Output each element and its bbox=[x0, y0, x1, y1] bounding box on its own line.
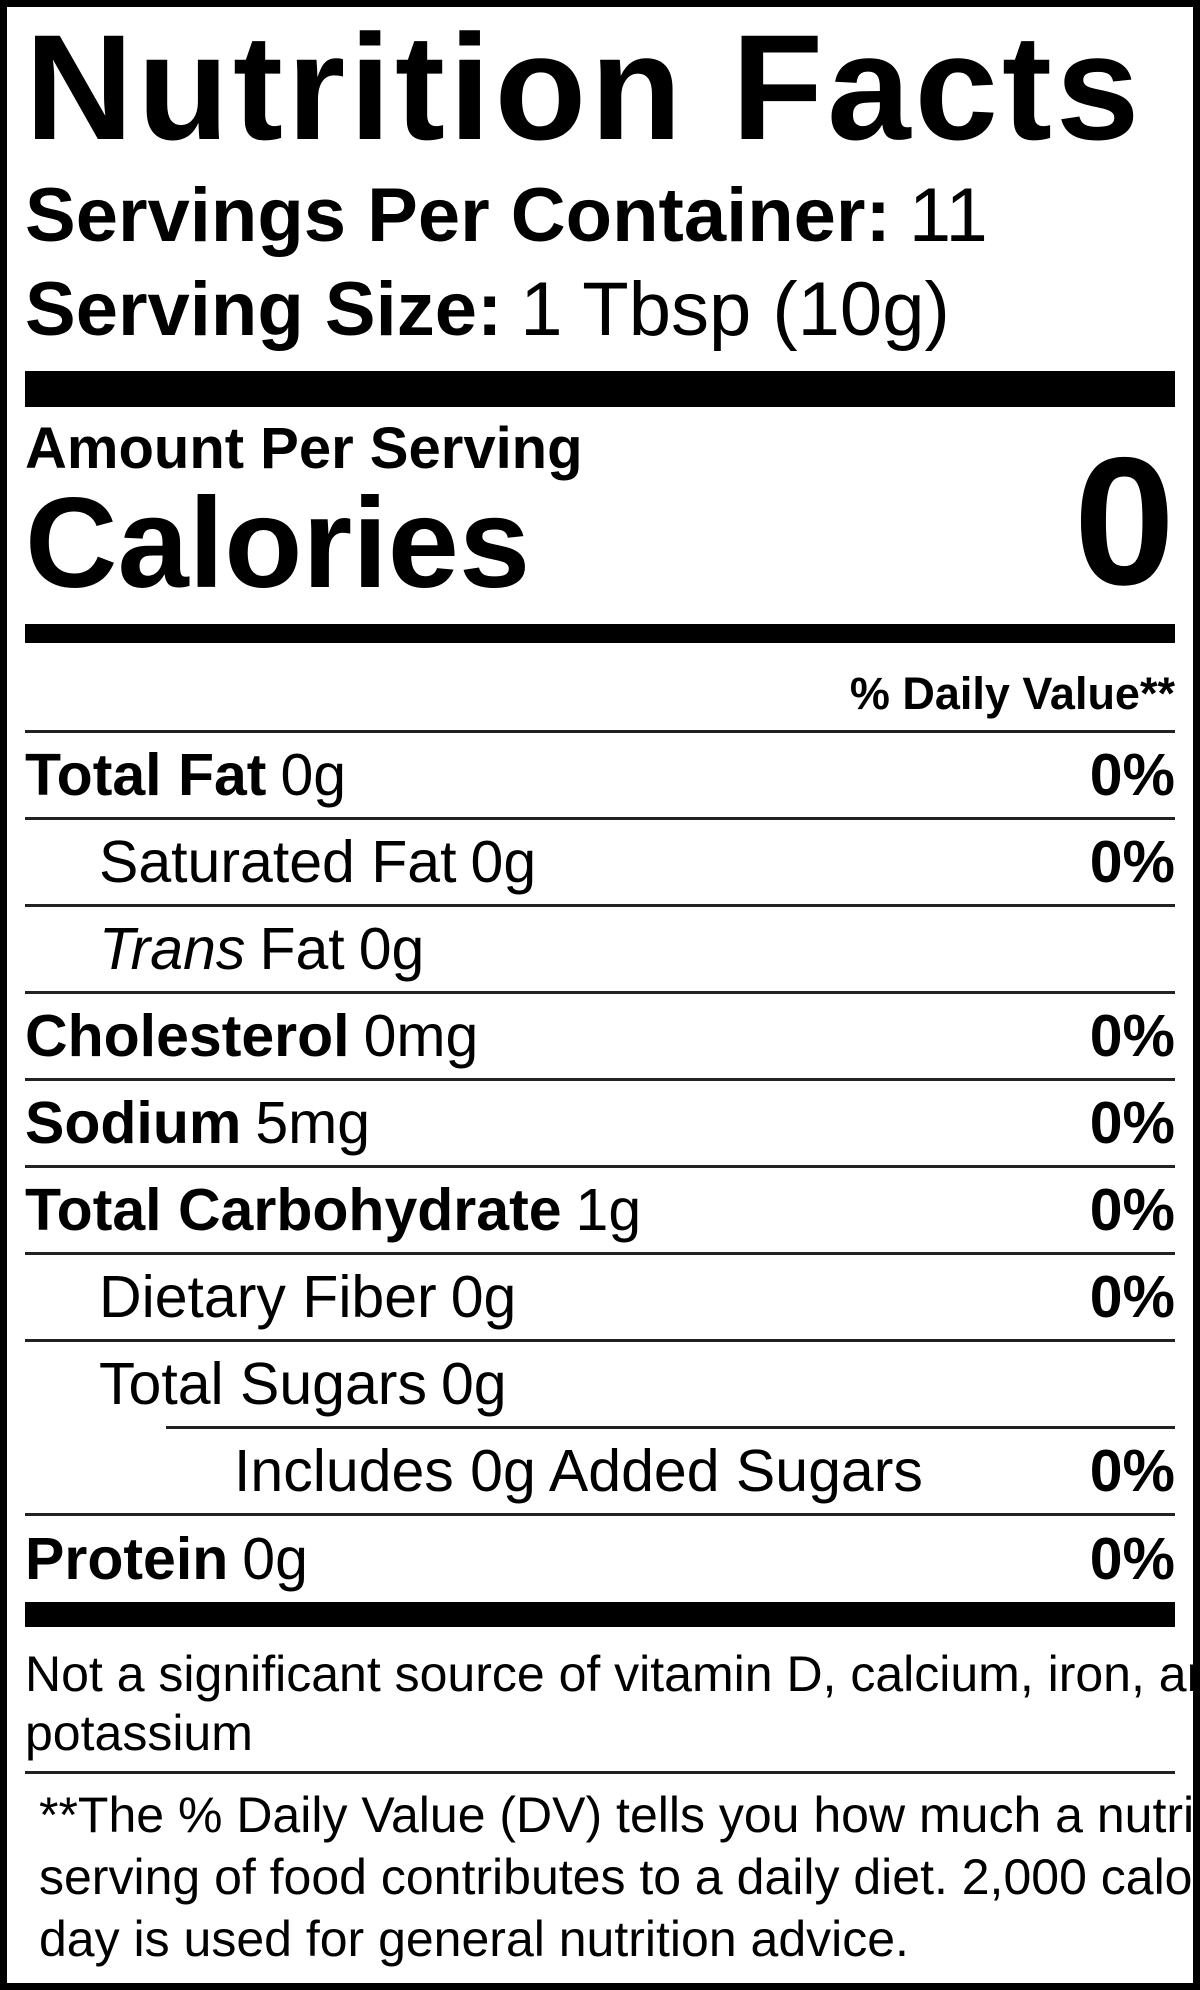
daily-value-cell: 0% bbox=[1089, 829, 1175, 895]
nutrient-name: Dietary Fiber bbox=[99, 1264, 437, 1330]
daily-value-cell: 0% bbox=[1089, 1177, 1175, 1243]
nutrient-amount: 0g bbox=[242, 1526, 308, 1592]
nutrient-amount: 0mg bbox=[363, 1003, 479, 1069]
daily-value-cell: 0% bbox=[1089, 1264, 1175, 1330]
nutrient-name: Fat bbox=[259, 916, 345, 982]
serving-info: Servings Per Container: 11 Serving Size: 1… bbox=[25, 169, 1175, 357]
daily-value-cell: 0% bbox=[1089, 742, 1175, 808]
daily-value-cell: 0% bbox=[1089, 1090, 1175, 1156]
partial-divider bbox=[166, 1426, 1175, 1429]
serving-size-value: 1 Tbsp (10g) bbox=[520, 267, 950, 352]
row-trans-fat: Trans Fat 0g bbox=[25, 907, 1175, 994]
separator-bar-thick-bottom bbox=[25, 1602, 1175, 1627]
calories-label: Calories bbox=[25, 472, 531, 615]
row-protein: Protein 0g 0% bbox=[25, 1516, 1175, 1602]
nutrient-amount: 0g bbox=[440, 1351, 507, 1417]
calories-section: Amount Per Serving Calories 0 bbox=[25, 407, 1175, 612]
servings-per-container-label: Servings Per Container: bbox=[25, 173, 891, 258]
row-total-fat: Total Fat 0g 0% bbox=[25, 733, 1175, 820]
separator-bar-medium bbox=[25, 624, 1175, 643]
row-dietary-fiber: Dietary Fiber 0g 0% bbox=[25, 1255, 1175, 1342]
daily-value-cell: 0% bbox=[1089, 1526, 1175, 1592]
serving-size: Serving Size: 1 Tbsp (10g) bbox=[25, 263, 1175, 357]
servings-per-container-value: 11 bbox=[908, 173, 988, 258]
not-significant-line: potassium bbox=[25, 1705, 253, 1761]
daily-value-cell: 0% bbox=[1089, 1438, 1175, 1504]
daily-value-footnote: **The % Daily Value (DV) tells you how m… bbox=[25, 1784, 1200, 1970]
nutrient-amount: 1g bbox=[575, 1177, 642, 1243]
footnote-line: serving of food contributes to a daily d… bbox=[39, 1849, 1200, 1905]
nutrient-name: Total Carbohydrate bbox=[25, 1177, 562, 1243]
nutrient-name: Sodium bbox=[25, 1090, 242, 1156]
nutrient-amount: 0g bbox=[280, 742, 347, 808]
row-cholesterol: Cholesterol 0mg 0% bbox=[25, 994, 1175, 1081]
nutrient-amount: 0g bbox=[450, 1264, 517, 1330]
row-sodium: Sodium 5mg 0% bbox=[25, 1081, 1175, 1168]
daily-value-cell: 0% bbox=[1089, 1003, 1175, 1069]
row-total-carbohydrate: Total Carbohydrate 1g 0% bbox=[25, 1168, 1175, 1255]
footnote-line: **The % Daily Value (DV) tells you how m… bbox=[39, 1787, 1195, 1843]
nutrient-name: Protein bbox=[25, 1526, 229, 1592]
nutrient-amount: 0g bbox=[470, 829, 537, 895]
daily-value-header-text: % Daily Value** bbox=[849, 668, 1175, 719]
servings-per-container: Servings Per Container: 11 bbox=[25, 169, 1175, 263]
nutrient-name: Includes 0g Added Sugars bbox=[234, 1438, 923, 1504]
row-saturated-fat: Saturated Fat 0g 0% bbox=[25, 820, 1175, 907]
nutrient-name-italic: Trans bbox=[99, 916, 246, 982]
not-significant-note: Not a significant source of vitamin D, c… bbox=[25, 1645, 1200, 1763]
nutrient-name: Total Sugars bbox=[99, 1351, 427, 1417]
nutrient-name: Saturated Fat bbox=[99, 829, 457, 895]
nutrient-name: Total Fat bbox=[25, 742, 267, 808]
nutrient-amount: 5mg bbox=[255, 1090, 371, 1156]
row-added-sugars: Includes 0g Added Sugars 0% bbox=[25, 1429, 1175, 1516]
footnote-line: day is used for general nutrition advice… bbox=[39, 1911, 909, 1967]
calories-value: 0 bbox=[1073, 419, 1175, 623]
nutrition-facts-title: Nutrition Facts bbox=[25, 3, 1144, 171]
amount-per-serving-label: Amount Per Serving bbox=[25, 416, 583, 481]
footnote-divider bbox=[25, 1771, 1175, 1774]
separator-bar-thick-top bbox=[25, 371, 1175, 407]
row-total-sugars: Total Sugars 0g bbox=[25, 1342, 1175, 1426]
not-significant-line: Not a significant source of vitamin D, c… bbox=[25, 1646, 1200, 1702]
daily-value-header: % Daily Value** bbox=[25, 643, 1175, 733]
nutrient-name: Cholesterol bbox=[25, 1003, 350, 1069]
serving-size-label: Serving Size: bbox=[25, 267, 503, 352]
nutrient-amount: 0g bbox=[358, 916, 425, 982]
